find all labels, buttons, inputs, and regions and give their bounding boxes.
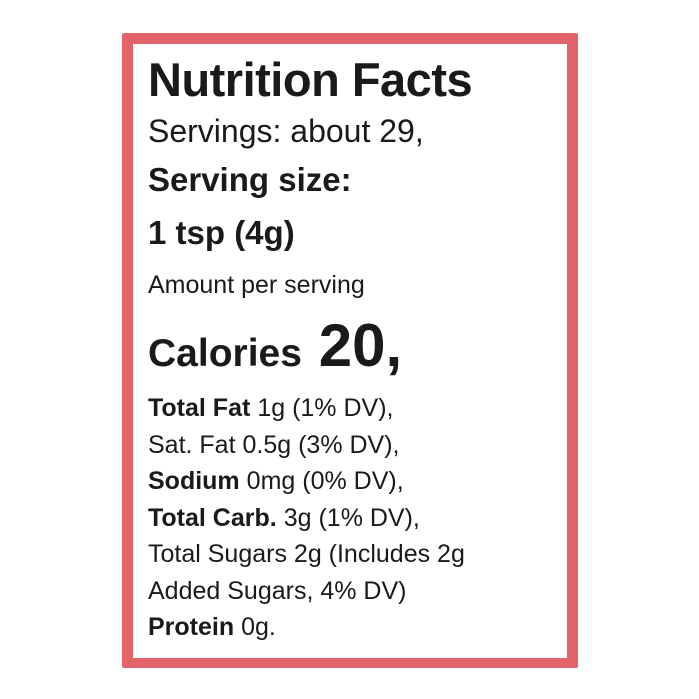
amount-per-serving: Amount per serving	[148, 271, 365, 299]
nutrient-name: Protein	[148, 613, 235, 641]
nutrient-row: Protein 0g.	[148, 615, 276, 640]
nutrient-row: Total Carb. 3g (1% DV),	[148, 503, 420, 532]
nutrient-detail: Added Sugars, 4% DV)	[148, 576, 407, 605]
nutrient-name: Sodium	[148, 467, 240, 495]
servings: Servings: about 29,	[148, 113, 424, 149]
nutrient-row: Total Fat 1g (1% DV),	[148, 396, 393, 421]
nutrient-detail: Total Sugars 2g (Includes 2g	[148, 540, 465, 568]
nutrient-name: Total Carb.	[148, 503, 277, 532]
nutrient-detail: 0mg (0% DV),	[246, 467, 404, 495]
nutrient-row: Added Sugars, 4% DV)	[148, 576, 407, 605]
calories-value: 20,	[318, 312, 403, 379]
serving-size-label: Serving size:	[148, 161, 352, 198]
nutrient-detail: Sat. Fat 0.5g (3% DV),	[148, 430, 400, 459]
calories-label: Calories	[148, 332, 302, 375]
label-panel	[133, 44, 567, 658]
nutrient-detail: 0g.	[241, 613, 276, 641]
calories-row: Calories 20,	[148, 316, 402, 376]
nutrient-name: Total Fat	[148, 394, 251, 422]
nutrient-row: Sat. Fat 0.5g (3% DV),	[148, 430, 400, 459]
serving-size: 1 tsp (4g)	[148, 214, 295, 251]
nutrient-detail: 1g (1% DV),	[257, 394, 394, 422]
nutrient-detail: 3g (1% DV),	[283, 503, 420, 532]
nutrient-row: Sodium 0mg (0% DV),	[148, 469, 404, 494]
title: Nutrition Facts	[148, 53, 473, 106]
nutrient-row: Total Sugars 2g (Includes 2g	[148, 542, 465, 567]
